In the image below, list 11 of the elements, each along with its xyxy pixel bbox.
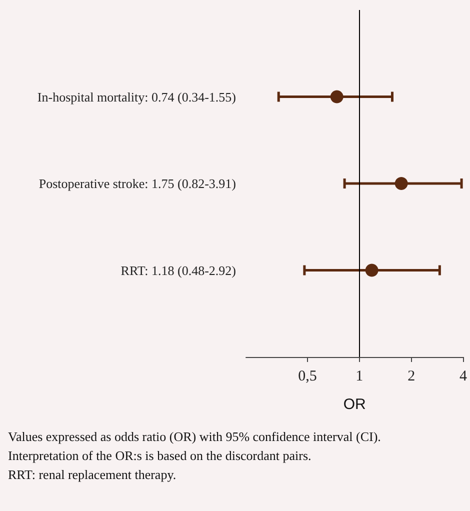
x-tick-label: 2 <box>408 368 416 384</box>
y-tick-label: Postoperative stroke: 1.75 (0.82-3.91) <box>38 176 236 191</box>
annotation: Values expressed as odds ratio (OR) with 95% confidence interval (CI). <box>8 429 381 444</box>
text: Interpretation of the OR:s is based on the discordant pairs. <box>8 448 312 463</box>
x-tick-label: 1 <box>356 368 364 384</box>
x-axis-title: OR <box>343 396 366 413</box>
x-tick-label: 0,5 <box>298 368 317 384</box>
x-tick-label: 4 <box>460 368 468 384</box>
y-tick-label: In-hospital mortality: 0.74 (0.34-1.55) <box>37 89 236 104</box>
text: RRT: renal replacement therapy. <box>8 467 176 482</box>
y-tick-label: RRT: 1.18 (0.48-2.92) <box>120 262 236 278</box>
